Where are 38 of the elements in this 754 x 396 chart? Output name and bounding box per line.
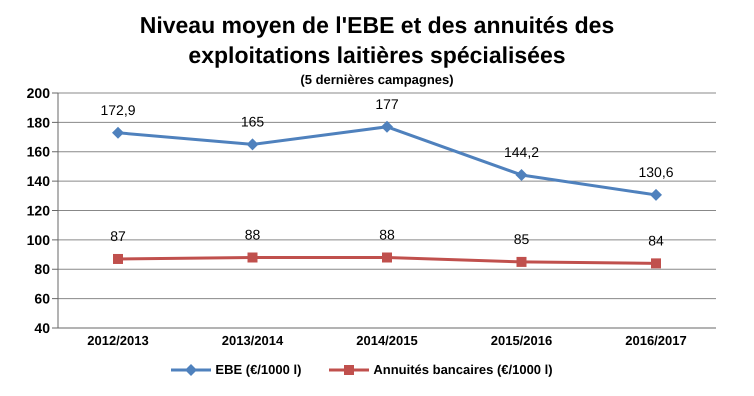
point — [516, 256, 526, 267]
point — [381, 120, 393, 133]
legend-label: EBE (€/1000 l) — [215, 362, 302, 377]
x-tick-label: 2014/2015 — [356, 333, 418, 348]
data-label: 177 — [375, 96, 399, 112]
data-label: 130,6 — [638, 164, 674, 180]
data-label: 84 — [648, 232, 664, 248]
y-tick-label: 60 — [34, 290, 50, 307]
data-label: 88 — [244, 226, 260, 242]
point — [248, 252, 258, 262]
x-tick-label: 2012/2013 — [87, 333, 149, 348]
data-label: 88 — [379, 226, 395, 242]
point — [113, 254, 123, 264]
data-label: 165 — [240, 113, 264, 130]
legend-label: Annuités bancaires (€/1000 l) — [373, 362, 553, 377]
point — [382, 252, 392, 262]
point — [246, 138, 258, 150]
y-tick-label: 40 — [34, 320, 50, 336]
y-tick-label: 200 — [26, 84, 50, 101]
y-tick-label: 80 — [34, 261, 50, 278]
x-tick-label: 2013/2014 — [222, 333, 284, 348]
y-tick-label: 120 — [26, 202, 50, 218]
y-tick-label: 100 — [26, 232, 50, 248]
data-label: 87 — [110, 228, 126, 244]
data-label: 172,9 — [100, 102, 136, 118]
point — [651, 258, 661, 268]
chart-title: Niveau moyen de l'EBE et des annuités des exploitations laitières spécialisées — [138, 11, 616, 70]
chart-subtitle: (5 dernières campagnes) — [300, 72, 454, 87]
point — [112, 126, 124, 139]
data-label: 144,2 — [504, 144, 540, 160]
point — [650, 188, 662, 201]
data-label: 85 — [514, 230, 530, 247]
y-tick-label: 180 — [26, 114, 50, 130]
x-tick-label: 2015/2016 — [490, 333, 552, 348]
y-tick-label: 160 — [26, 144, 50, 160]
y-tick-label: 140 — [26, 173, 50, 190]
point — [516, 168, 528, 181]
x-tick-label: 2016/2017 — [625, 333, 687, 348]
